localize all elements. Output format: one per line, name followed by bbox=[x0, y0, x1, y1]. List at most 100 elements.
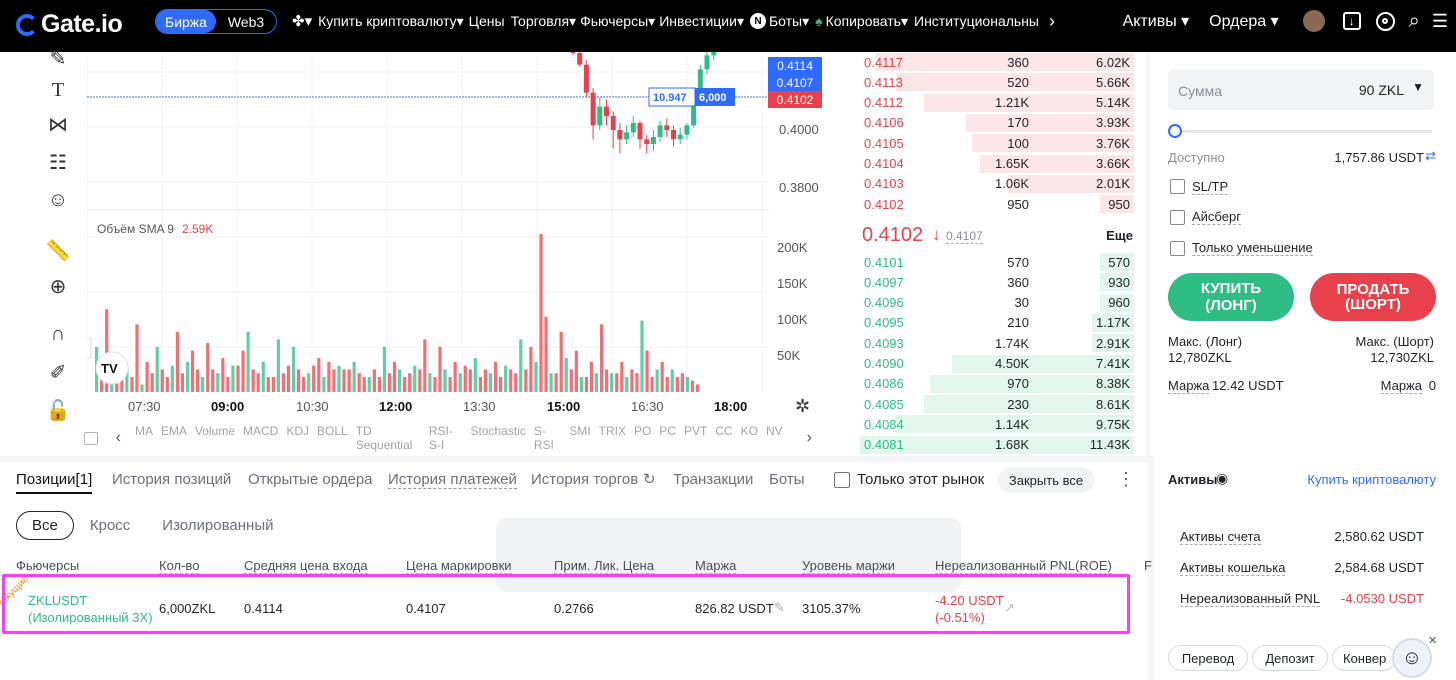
orderbook-row[interactable]: 0.4086 970 8.38K bbox=[856, 374, 1138, 394]
assets-menu[interactable]: Активы ▾ bbox=[1122, 13, 1190, 30]
indicator-item[interactable]: PO bbox=[633, 424, 652, 438]
zoom-in-icon[interactable]: ⊕ bbox=[49, 275, 67, 298]
edit-margin-icon[interactable]: ✎ bbox=[774, 600, 785, 615]
tradingview-logo[interactable] bbox=[95, 351, 129, 385]
collapse-toolbar-button[interactable] bbox=[87, 337, 92, 359]
download-icon[interactable]: ↓ bbox=[1342, 12, 1361, 30]
reduce-only-checkbox[interactable] bbox=[1170, 241, 1185, 256]
orderbook-row[interactable]: 0.4105 100 3.76K bbox=[856, 133, 1138, 153]
orderbook-row[interactable]: 0.4102 950 950 bbox=[856, 194, 1138, 214]
only-market-checkbox[interactable] bbox=[834, 472, 850, 488]
indicator-item[interactable]: CC bbox=[715, 424, 733, 438]
orderbook-row[interactable]: 0.4112 1.21K 5.14K bbox=[856, 93, 1138, 113]
share-icon[interactable]: ↗ bbox=[1004, 600, 1015, 615]
tab-open-orders[interactable]: Открытые ордера bbox=[248, 471, 373, 488]
apps-grid-icon[interactable]: ✤▾ bbox=[292, 13, 313, 30]
indicator-item[interactable]: KDJ bbox=[286, 424, 310, 438]
filter-isolated[interactable]: Изолированный bbox=[162, 516, 274, 534]
orderbook-row[interactable]: 0.4106 170 3.93K bbox=[856, 113, 1138, 133]
emoji-icon[interactable]: ☺ bbox=[47, 188, 69, 211]
nav-institutional[interactable]: Институциональны bbox=[914, 13, 1039, 29]
calendar-icon[interactable] bbox=[84, 431, 98, 445]
tab-web3[interactable]: Web3 bbox=[227, 13, 265, 30]
indicator-item[interactable]: MACD bbox=[243, 424, 279, 438]
pattern-tool-icon[interactable]: ⋈ bbox=[48, 113, 68, 136]
tab-position-history[interactable]: История позиций bbox=[112, 471, 232, 488]
nav-bots[interactable]: Боты▾ bbox=[768, 12, 810, 29]
orderbook-row[interactable]: 0.4093 1.74K 2.91K bbox=[856, 333, 1138, 353]
orderbook-row[interactable]: 0.4090 4.50K 7.41K bbox=[856, 354, 1138, 374]
refresh-icon[interactable]: ↻ bbox=[643, 471, 656, 488]
support-bot-icon[interactable]: ☺ bbox=[1392, 638, 1432, 678]
indicator-item[interactable]: MA bbox=[134, 424, 153, 438]
chevron-left-icon[interactable]: ‹ bbox=[115, 429, 121, 446]
price-chart[interactable]: Объём SMA 9 2.59K 07:30 09:00 10:30 12:00 13… bbox=[87, 52, 769, 426]
swap-icon[interactable]: ⇄ bbox=[1425, 148, 1436, 163]
sell-short-button[interactable]: ПРОДАТЬ (ШОРТ) bbox=[1310, 273, 1436, 321]
chevron-down-icon[interactable]: ▼ bbox=[1412, 80, 1424, 94]
indicator-item[interactable]: KO bbox=[740, 424, 758, 438]
orderbook-row[interactable]: 0.4096 30 960 bbox=[856, 293, 1138, 313]
nav-copy[interactable]: Копировать▾ bbox=[825, 12, 908, 29]
unlock-icon[interactable]: 🔓 bbox=[45, 399, 71, 422]
amount-slider[interactable] bbox=[1168, 124, 1434, 138]
nav-invest[interactable]: Инвестиции▾ bbox=[659, 12, 744, 29]
transfer-button[interactable]: Перевод bbox=[1168, 645, 1248, 671]
more-link[interactable]: Еще bbox=[1106, 228, 1133, 243]
indicator-item[interactable]: SMI bbox=[569, 424, 591, 438]
orderbook-row[interactable]: 0.4084 1.14K 9.75K bbox=[856, 414, 1138, 434]
orderbook-row[interactable]: 0.4085 230 8.61K bbox=[856, 394, 1138, 414]
orderbook-row[interactable]: 0.4103 1.06K 2.01K bbox=[856, 174, 1138, 194]
tab-trade-history[interactable]: История торгов bbox=[531, 471, 639, 488]
tab-exchange[interactable]: Биржа bbox=[156, 10, 216, 33]
avatar[interactable] bbox=[1302, 10, 1325, 32]
orderbook-row[interactable]: 0.4095 210 1.17K bbox=[856, 313, 1138, 333]
nav-buy-crypto[interactable]: Купить криптовалюту▾ bbox=[318, 12, 464, 29]
search-icon[interactable]: ⌕ bbox=[1408, 9, 1420, 32]
symbol[interactable]: ZKLUSDT bbox=[28, 593, 88, 608]
buy-long-button[interactable]: КУПИТЬ (ЛОНГ) bbox=[1168, 273, 1294, 321]
indicator-item[interactable]: RSI-S-I bbox=[428, 424, 453, 452]
gateio-logo[interactable]: Gate.io bbox=[16, 10, 123, 39]
settings-icon[interactable] bbox=[1375, 11, 1395, 31]
filter-cross[interactable]: Кросс bbox=[89, 516, 131, 534]
tab-bots[interactable]: Боты bbox=[769, 471, 805, 488]
indicator-item[interactable]: Volume bbox=[194, 424, 235, 438]
menu-icon[interactable]: ☰ bbox=[1431, 10, 1448, 31]
ruler-icon[interactable]: 📏 bbox=[45, 239, 71, 262]
chart-settings-icon[interactable]: ✲ bbox=[795, 396, 811, 416]
filter-all[interactable]: Все bbox=[16, 510, 74, 540]
magnet-icon[interactable]: ∩ bbox=[50, 322, 66, 345]
chevron-right-icon[interactable]: › bbox=[806, 429, 812, 446]
table-row[interactable]: текущие ZKLUSDT (Изолированный 3X) 6,000… bbox=[0, 574, 1148, 634]
close-all-button[interactable]: Закрыть все bbox=[998, 467, 1094, 493]
convert-button[interactable]: Конвер bbox=[1332, 645, 1396, 671]
nav-prices[interactable]: Цены bbox=[468, 13, 505, 29]
sltp-checkbox[interactable] bbox=[1170, 179, 1185, 194]
indicator-item[interactable]: S-RSI bbox=[533, 424, 554, 452]
buy-crypto-link[interactable]: Купить криптовалюту bbox=[1307, 472, 1436, 487]
orderbook-row[interactable]: 0.4097 360 930 bbox=[856, 272, 1138, 292]
brush-icon[interactable]: ✎ bbox=[49, 47, 67, 70]
fib-tool-icon[interactable]: ☷ bbox=[49, 151, 67, 174]
lock-drawing-icon[interactable]: ✐ bbox=[49, 361, 67, 384]
nav-trade[interactable]: Торговля▾ bbox=[510, 12, 577, 29]
orderbook-row[interactable]: 0.4117 360 6.02K bbox=[856, 52, 1138, 72]
indicator-item[interactable]: NV bbox=[766, 424, 783, 438]
orders-menu[interactable]: Ордера ▾ bbox=[1209, 13, 1279, 30]
indicator-item[interactable]: BOLL bbox=[317, 424, 348, 438]
tab-transactions[interactable]: Транзакции bbox=[673, 471, 754, 488]
text-tool-icon[interactable]: T bbox=[51, 78, 65, 101]
orderbook-row[interactable]: 0.4104 1.65K 3.66K bbox=[856, 154, 1138, 174]
indicator-item[interactable]: PVT bbox=[683, 424, 708, 438]
tab-positions[interactable]: Позиции[1] bbox=[16, 471, 93, 494]
orderbook-row[interactable]: 0.4113 520 5.66K bbox=[856, 72, 1138, 92]
deposit-button[interactable]: Депозит bbox=[1252, 645, 1328, 671]
chevron-right-icon[interactable]: › bbox=[1049, 10, 1055, 31]
indicator-item[interactable]: EMA bbox=[160, 424, 187, 438]
eye-icon[interactable]: ◉ bbox=[1216, 470, 1229, 486]
amount-input[interactable]: Сумма 90 ZKL ▼ bbox=[1168, 70, 1434, 110]
orderbook-row[interactable]: 0.4081 1.68K 11.43K bbox=[856, 435, 1138, 455]
indicator-item[interactable]: Stochastic bbox=[470, 424, 526, 438]
iceberg-checkbox[interactable] bbox=[1170, 210, 1185, 225]
